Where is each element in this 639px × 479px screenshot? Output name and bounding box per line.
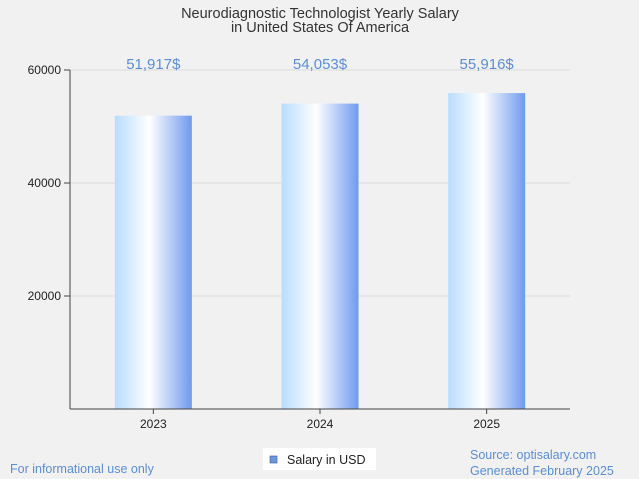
y-axis-ticks: 20000 40000 60000 bbox=[28, 63, 70, 303]
footer-generated: Generated February 2025 bbox=[470, 464, 614, 478]
y-tick-label: 40000 bbox=[28, 176, 62, 190]
value-label-2025: 55,916$ bbox=[460, 56, 515, 73]
chart-title-line1: Neurodiagnostic Technologist Yearly Sala… bbox=[181, 6, 460, 22]
y-tick-label: 20000 bbox=[28, 289, 62, 303]
bars bbox=[114, 93, 526, 410]
bar-2023 bbox=[114, 115, 192, 410]
bar-2025 bbox=[448, 93, 526, 410]
x-tick-label: 2023 bbox=[140, 417, 167, 431]
footer-note: For informational use only bbox=[10, 462, 154, 476]
chart-title-line2: in United States Of America bbox=[231, 20, 410, 36]
x-tick-label: 2024 bbox=[307, 417, 334, 431]
legend-swatch bbox=[269, 455, 278, 464]
y-tick-label: 60000 bbox=[28, 63, 62, 77]
value-label-2024: 54,053$ bbox=[293, 56, 348, 73]
legend-background bbox=[263, 448, 376, 470]
x-axis-ticks: 2023 2024 2025 bbox=[140, 409, 500, 431]
footer-source: Source: optisalary.com bbox=[470, 448, 597, 462]
footer-source-block: Source: optisalary.com Generated Februar… bbox=[470, 447, 614, 479]
value-labels: 51,917$ 54,053$ 55,916$ bbox=[126, 56, 514, 73]
legend: Salary in USD bbox=[263, 448, 376, 470]
legend-label: Salary in USD bbox=[287, 453, 366, 467]
bar-2024 bbox=[281, 103, 359, 409]
value-label-2023: 51,917$ bbox=[126, 56, 181, 73]
x-tick-label: 2025 bbox=[473, 417, 500, 431]
